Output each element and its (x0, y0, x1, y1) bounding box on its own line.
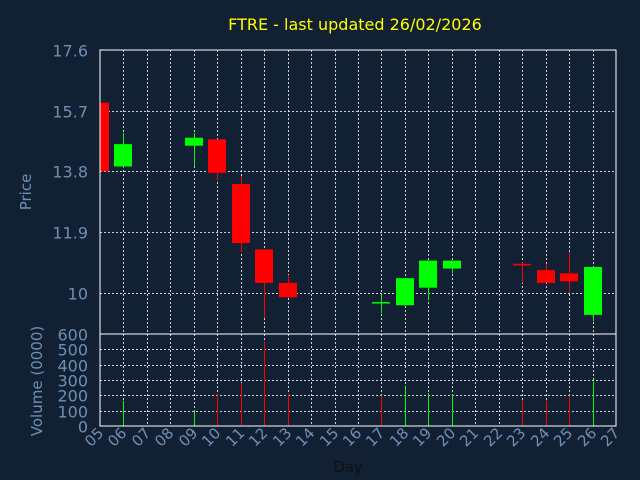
candle-body (419, 260, 437, 288)
price-tick-label: 15.7 (52, 103, 88, 122)
volume-tick-label: 200 (57, 387, 88, 406)
candle-body (185, 137, 203, 146)
x-axis-label: Day (333, 458, 363, 476)
volume-axis-label: Volume (0000) (28, 326, 46, 436)
volume-tick-label: 0 (78, 418, 88, 437)
candle-body (232, 184, 250, 244)
price-tick-label: 13.8 (52, 163, 88, 182)
candle-body (279, 282, 297, 298)
volume-tick-label: 100 (57, 403, 88, 422)
candle-body (372, 302, 390, 304)
candle-body (584, 266, 602, 315)
chart-title: FTRE - last updated 26/02/2026 (228, 15, 482, 34)
volume-tick-label: 300 (57, 372, 88, 391)
candle-body (560, 273, 578, 282)
volume-tick-label: 500 (57, 341, 88, 360)
price-tick-label: 11.9 (52, 224, 88, 243)
volume-tick-label: 400 (57, 357, 88, 376)
volume-tick-label: 600 (57, 326, 88, 345)
volume-layer (123, 341, 594, 426)
candle-body (537, 270, 555, 283)
candle-body (255, 249, 273, 283)
price-tick-label: 10 (68, 285, 88, 304)
candle-body (208, 139, 226, 173)
price-axis-label: Price (17, 174, 35, 211)
grid-layer (100, 50, 616, 426)
price-tick-label: 17.6 (52, 42, 88, 61)
volume-panel-frame (99, 333, 617, 427)
candle-body (396, 278, 414, 306)
candle-body (101, 102, 109, 172)
candle-body (513, 263, 531, 266)
candle-body (114, 144, 132, 167)
candle-body (443, 260, 461, 269)
